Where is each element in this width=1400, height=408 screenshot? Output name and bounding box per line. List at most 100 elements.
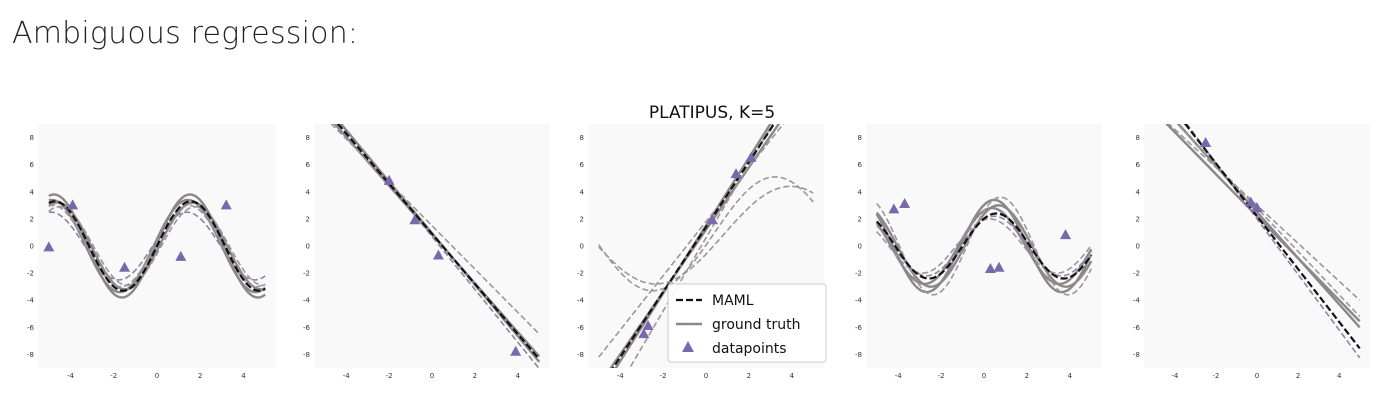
sample-curve: [48, 204, 266, 288]
y-tick-label: 0: [30, 243, 34, 251]
x-tick-label: -4: [895, 372, 903, 380]
y-tick-label: 4: [580, 188, 585, 196]
y-tick-label: -2: [27, 270, 34, 278]
y-tick-label: -2: [1133, 270, 1140, 278]
y-tick-label: 2: [30, 215, 34, 223]
y-tick-label: -6: [855, 324, 863, 332]
datapoint-marker: [1200, 136, 1212, 147]
datapoint-marker: [888, 203, 900, 214]
y-tick-label: 6: [580, 161, 585, 169]
x-tick-label: 4: [1337, 372, 1342, 380]
y-tick-label: -6: [1133, 324, 1141, 332]
maml-curve: [1183, 124, 1361, 350]
panel-5: -4 -2 0 2 4 -8 -6 -4 -2 0 2 4 6 8: [1133, 124, 1370, 380]
y-tick-label: -8: [27, 351, 34, 359]
y-tick-label: -6: [27, 324, 35, 332]
datapoint-marker: [745, 151, 757, 162]
y-tick-label: 4: [30, 188, 35, 196]
ground-truth-curve: [875, 198, 1093, 294]
y-tick-label: 8: [858, 134, 862, 142]
maml-curve: [875, 212, 1093, 280]
y-tick-label: -4: [303, 297, 311, 305]
y-tick-label: 4: [1136, 188, 1141, 196]
maml-curve: [336, 124, 541, 360]
datapoint-marker: [993, 261, 1005, 272]
y-tick-label: 6: [306, 161, 311, 169]
y-tick-label: 2: [580, 215, 584, 223]
y-tick-label: -8: [577, 351, 584, 359]
y-tick-label: 8: [306, 134, 310, 142]
sample-curve: [628, 124, 774, 368]
datapoint-marker: [43, 241, 55, 252]
y-tick-label: -2: [577, 270, 584, 278]
x-tick-label: -4: [343, 372, 351, 380]
sample-curve: [876, 196, 1092, 296]
datapoint-marker: [706, 214, 718, 225]
y-tick-label: 2: [858, 215, 862, 223]
legend-entry-label: ground truth: [712, 317, 800, 333]
datapoint-marker: [638, 328, 650, 339]
x-tick-label: 2: [747, 372, 751, 380]
x-tick-label: 2: [198, 372, 202, 380]
x-tick-label: 0: [1255, 372, 1259, 380]
y-tick-label: 0: [580, 243, 584, 251]
x-tick-label: 4: [790, 372, 795, 380]
datapoint-marker: [730, 168, 742, 179]
sample-curve: [339, 124, 540, 368]
x-tick-label: 2: [1296, 372, 1300, 380]
y-tick-label: 6: [858, 161, 863, 169]
legend-entry-label: MAML: [712, 293, 754, 309]
x-tick-label: 0: [982, 372, 986, 380]
y-tick-label: -2: [855, 270, 862, 278]
y-tick-label: -6: [577, 324, 585, 332]
x-tick-label: -4: [617, 372, 625, 380]
ground-truth-curve: [48, 201, 266, 291]
y-tick-label: -8: [855, 351, 862, 359]
sample-curve: [1185, 124, 1361, 359]
panel-1: -4 -2 0 2 4 -8 -6 -4 -2 0 2 4 6 8: [27, 124, 276, 380]
datapoint-marker: [119, 261, 131, 272]
maml-curve: [48, 200, 266, 292]
page-title: Ambiguous regression:: [12, 16, 359, 51]
panel-title: PLATIPUS, K=5: [649, 103, 775, 123]
sample-curve: [330, 124, 540, 335]
x-tick-label: -2: [938, 372, 945, 380]
legend-entry-label: datapoints: [712, 341, 787, 357]
x-tick-label: 0: [704, 372, 708, 380]
y-tick-label: 6: [30, 161, 35, 169]
sample-curve: [48, 205, 266, 287]
ground-truth-curve: [48, 198, 266, 294]
y-tick-label: -2: [303, 270, 310, 278]
x-tick-label: 4: [1068, 372, 1073, 380]
datapoint-marker: [899, 197, 911, 208]
datapoint-marker: [1060, 229, 1072, 240]
x-tick-label: 2: [473, 372, 477, 380]
x-tick-label: -4: [67, 372, 75, 380]
sample-curve: [598, 124, 785, 358]
x-tick-label: -4: [1171, 372, 1179, 380]
legend: MAML ground truth datapoints: [667, 283, 827, 363]
datapoint-marker: [409, 214, 421, 225]
y-tick-label: 4: [306, 188, 311, 196]
panel-2: -4 -2 0 2 4 -8 -6 -4 -2 0 2 4 6 8: [303, 124, 550, 380]
legend-datapoint-marker: [682, 341, 694, 352]
sample-curve: [598, 176, 814, 292]
maml-curve: [611, 124, 776, 368]
datapoint-marker: [510, 345, 522, 356]
y-tick-label: 8: [1136, 134, 1140, 142]
datapoint-marker: [1245, 196, 1257, 207]
datapoint-marker: [175, 250, 187, 261]
datapoint-marker: [383, 174, 395, 185]
plot-area: [1144, 124, 1370, 368]
y-tick-label: -6: [303, 324, 311, 332]
x-tick-label: -2: [110, 372, 117, 380]
y-tick-label: 4: [858, 188, 863, 196]
datapoint-marker: [1251, 202, 1263, 213]
y-tick-label: 2: [306, 215, 310, 223]
x-tick-label: 4: [241, 372, 246, 380]
datapoint-marker: [642, 319, 654, 330]
y-tick-label: -4: [1133, 297, 1141, 305]
y-tick-label: 8: [580, 134, 584, 142]
y-tick-label: 2: [1136, 215, 1140, 223]
y-tick-label: 0: [1136, 243, 1140, 251]
